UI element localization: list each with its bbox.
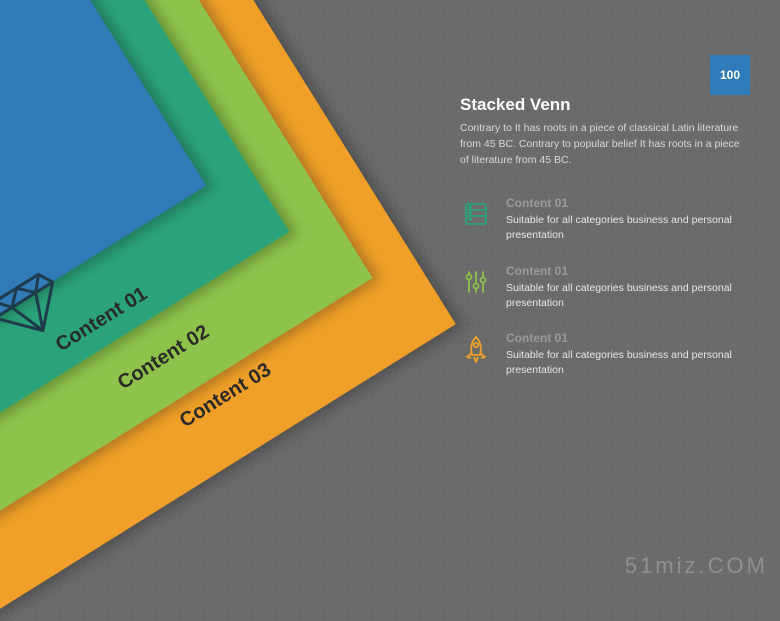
sliders-icon xyxy=(460,266,492,298)
row-desc: Suitable for all categories business and… xyxy=(506,281,750,311)
content-rows: Content 01 Suitable for all categories bu… xyxy=(460,196,750,378)
watermark: 51miz.COM xyxy=(625,553,768,579)
row-text: Content 01 Suitable for all categories bu… xyxy=(506,331,750,378)
right-panel: Stacked Venn Contrary to It has roots in… xyxy=(460,95,750,399)
row-title: Content 01 xyxy=(506,264,750,278)
page-number: 100 xyxy=(720,68,740,82)
database-icon xyxy=(460,198,492,230)
content-row-2: Content 01 Suitable for all categories bu… xyxy=(460,264,750,311)
row-text: Content 01 Suitable for all categories bu… xyxy=(506,264,750,311)
row-title: Content 01 xyxy=(506,331,750,345)
content-row-1: Content 01 Suitable for all categories bu… xyxy=(460,196,750,243)
row-desc: Suitable for all categories business and… xyxy=(506,213,750,243)
page-number-badge: 100 xyxy=(710,55,750,95)
row-title: Content 01 xyxy=(506,196,750,210)
rocket-icon xyxy=(460,333,492,365)
content-row-3: Content 01 Suitable for all categories bu… xyxy=(460,331,750,378)
row-text: Content 01 Suitable for all categories bu… xyxy=(506,196,750,243)
row-desc: Suitable for all categories business and… xyxy=(506,348,750,378)
stacked-layers: Content 03Content 02Content 01 xyxy=(0,0,460,620)
main-title: Stacked Venn xyxy=(460,95,750,115)
main-description: Contrary to It has roots in a piece of c… xyxy=(460,121,750,168)
